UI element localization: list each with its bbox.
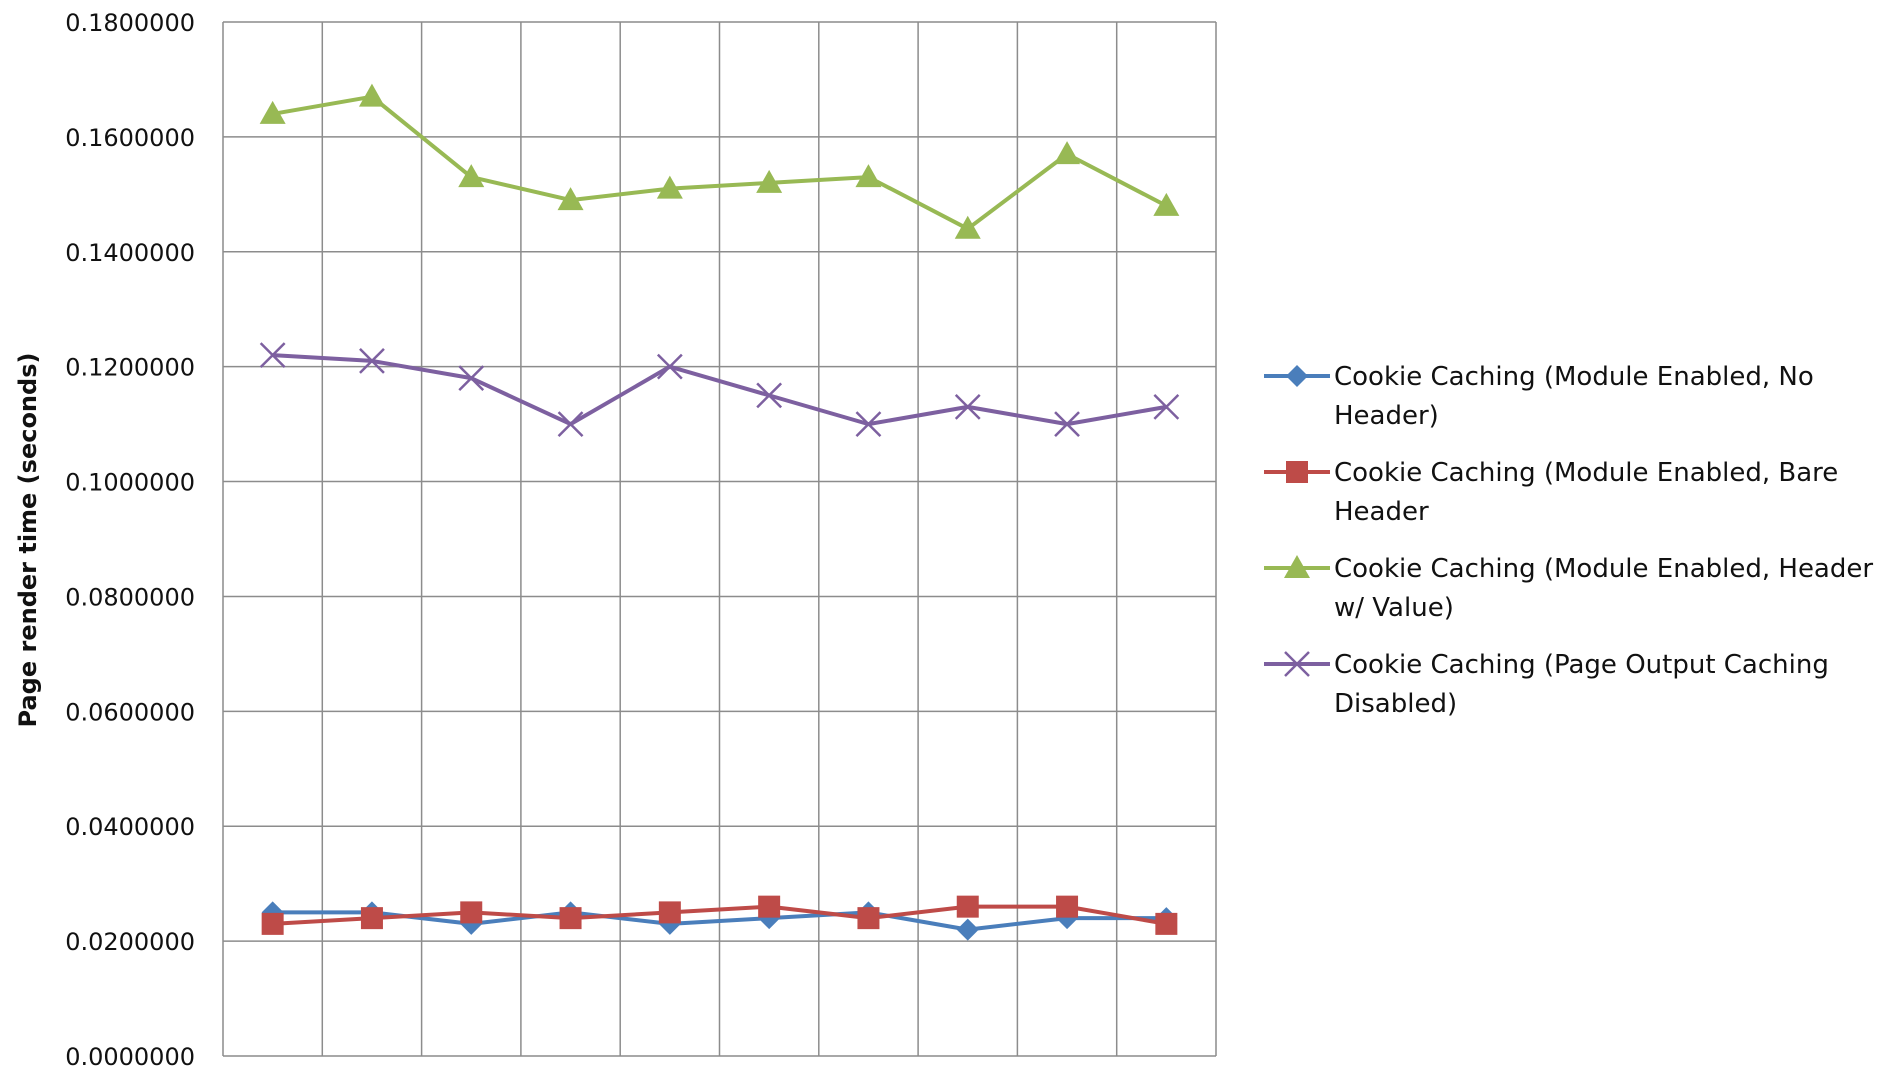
data-point [557,411,584,437]
data-point [458,365,485,392]
y-tick-label: 0.0800000 [65,583,195,611]
legend-label: Disabled) [1334,689,1457,719]
data-point [359,348,385,374]
series-line [272,910,1167,932]
legend-item: Cookie Caching (Module Enabled, Header w/… [1264,554,1873,623]
data-point [1056,895,1079,918]
series-line [272,353,1167,427]
y-tick-label: 0.0600000 [65,698,195,726]
legend: Cookie Caching (Module Enabled, No Header… [1264,362,1873,719]
data-point [1054,141,1081,165]
legend-marker [1286,365,1308,387]
y-tick-label: 0.0200000 [65,928,195,956]
data-point [1155,912,1178,935]
y-tick-label: 0.1800000 [65,9,195,37]
data-point [658,901,681,924]
data-point [758,895,781,918]
y-tick-label: 0.0000000 [65,1043,195,1068]
y-axis-ticks: 0.0000000 0.0200000 0.0400000 0.0600000 0.08… [65,9,195,1068]
data-point [358,83,385,107]
data-point [857,907,880,930]
legend-item: Cookie Caching (Module Enabled, No Header… [1264,362,1814,431]
series-1 [261,901,1178,941]
legend-item: Cookie Caching (Module Enabled, Bare Head… [1264,458,1838,527]
y-axis-title: Page render time (seconds) [14,353,42,728]
data-point [259,100,286,124]
data-point [954,393,981,420]
legend-marker [1284,651,1310,677]
data-point [954,215,981,239]
legend-label: Cookie Caching (Page Output Caching [1334,650,1829,680]
data-point [756,382,783,409]
data-point [956,918,979,941]
legend-label: Cookie Caching (Module Enabled, Bare [1334,458,1838,488]
y-tick-label: 0.1400000 [65,239,195,267]
legend-marker [1286,461,1308,483]
data-point [855,411,882,437]
series-lines [259,83,1180,941]
legend-label: Cookie Caching (Module Enabled, Header [1334,554,1873,584]
data-point [656,353,683,380]
series-line [272,94,1168,231]
y-tick-label: 0.1200000 [65,354,195,382]
data-point [1054,411,1080,437]
series-4 [259,342,1180,437]
data-point [559,907,582,930]
data-point [1153,393,1180,420]
series-line [272,904,1167,926]
y-tick-label: 0.0400000 [65,813,195,841]
legend-label: Header [1334,497,1429,527]
legend-label: Header) [1334,401,1439,431]
data-point [656,175,683,199]
data-point [956,895,979,918]
data-point [261,912,284,935]
legend-item: Cookie Caching (Page Output Caching Disab… [1264,650,1829,719]
data-point [756,169,783,193]
legend-label: Cookie Caching (Module Enabled, No [1334,362,1814,392]
legend-label: w/ Value) [1334,593,1454,623]
data-point [259,342,286,369]
series-2 [261,895,1178,935]
data-point [458,164,485,188]
data-point [557,187,584,211]
legend-marker [1284,555,1310,578]
y-tick-label: 0.1600000 [65,124,195,152]
data-point [460,901,483,924]
data-point [360,907,383,930]
data-point [1153,192,1180,216]
gridlines [222,21,1217,1057]
data-point [855,164,882,188]
y-tick-label: 0.1000000 [65,469,195,497]
series-3 [259,83,1180,239]
